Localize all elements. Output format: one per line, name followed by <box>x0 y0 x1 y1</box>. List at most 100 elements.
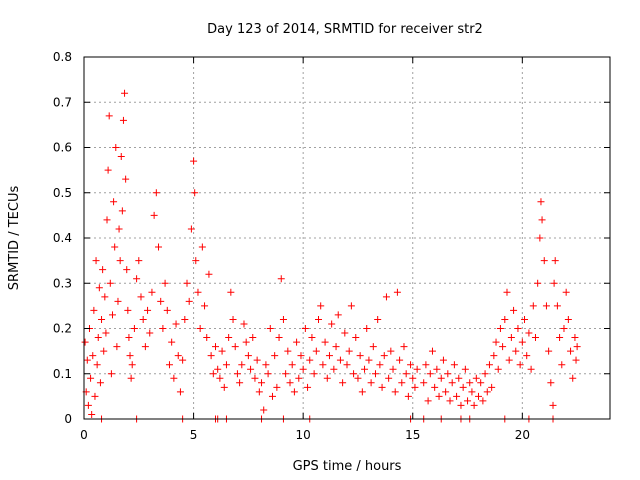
data-point <box>96 379 104 387</box>
data-point <box>466 379 474 387</box>
data-point <box>110 198 118 206</box>
data-point <box>194 288 202 296</box>
data-point <box>537 198 545 206</box>
data-point <box>84 401 92 409</box>
data-point <box>155 243 163 251</box>
data-point <box>172 320 180 328</box>
data-point <box>312 347 320 355</box>
data-point <box>319 361 327 369</box>
data-point <box>266 325 274 332</box>
y-tick-label: 0.5 <box>53 186 72 200</box>
data-point <box>455 374 463 382</box>
data-point <box>170 374 178 382</box>
data-point <box>116 257 124 265</box>
data-point <box>571 334 579 342</box>
data-point <box>106 279 114 287</box>
data-point <box>91 392 99 400</box>
data-point <box>350 370 358 378</box>
data-point <box>99 266 107 274</box>
data-point <box>207 352 215 360</box>
data-point <box>402 370 410 378</box>
data-point <box>428 347 436 355</box>
data-point <box>439 356 447 364</box>
data-point <box>112 144 120 151</box>
data-point <box>540 257 548 265</box>
data-point <box>536 234 544 242</box>
data-point <box>212 343 219 351</box>
data-point <box>420 379 428 387</box>
data-point <box>139 315 147 323</box>
data-point <box>187 225 195 233</box>
data-point <box>464 397 472 405</box>
data-point <box>562 288 570 296</box>
data-point <box>529 302 537 310</box>
data-point <box>573 343 581 351</box>
data-point <box>282 370 290 378</box>
data-point <box>525 329 533 337</box>
data-point <box>185 297 193 305</box>
data-point <box>229 315 237 323</box>
data-point <box>378 383 386 391</box>
data-point <box>192 257 200 265</box>
data-point <box>306 356 314 364</box>
data-point <box>549 401 557 409</box>
data-point <box>494 365 502 373</box>
data-point <box>492 338 500 346</box>
data-point <box>475 392 482 400</box>
data-point <box>196 325 204 332</box>
data-point <box>130 325 138 332</box>
data-point <box>216 374 224 382</box>
data-point <box>369 343 377 351</box>
data-point <box>92 257 100 265</box>
data-point <box>191 189 199 197</box>
data-point <box>516 361 524 369</box>
data-point <box>181 315 189 323</box>
data-point <box>518 338 526 346</box>
data-point <box>179 356 187 364</box>
data-point <box>88 410 96 418</box>
data-point <box>411 383 419 391</box>
data-point <box>330 365 338 373</box>
data-point <box>453 392 461 400</box>
data-point <box>387 347 395 355</box>
x-axis-label: GPS time / hours <box>293 459 402 474</box>
data-point <box>137 293 145 301</box>
data-point <box>354 374 362 382</box>
data-point <box>128 361 136 369</box>
data-point <box>551 257 559 265</box>
data-point <box>481 370 489 378</box>
x-tick-label: 10 <box>296 428 311 442</box>
data-point <box>203 334 211 342</box>
data-point <box>159 325 167 332</box>
data-point <box>361 365 369 373</box>
data-point <box>104 166 112 174</box>
data-point <box>81 338 89 346</box>
data-point <box>376 361 384 369</box>
y-tick-label: 0 <box>64 412 72 426</box>
data-point <box>222 361 230 369</box>
data-point <box>141 343 149 351</box>
data-point <box>114 297 122 305</box>
x-tick-label: 0 <box>80 428 88 442</box>
data-point <box>523 352 531 360</box>
data-point <box>461 365 469 373</box>
data-point <box>293 338 301 346</box>
data-point <box>262 361 270 369</box>
data-point <box>227 288 235 296</box>
y-tick-label: 0.4 <box>53 231 72 245</box>
data-point <box>165 361 173 369</box>
data-point <box>499 343 507 351</box>
data-point <box>358 388 366 396</box>
data-point <box>435 392 443 400</box>
data-point <box>125 334 133 342</box>
data-point <box>258 379 266 387</box>
data-point <box>365 356 373 364</box>
data-point <box>564 315 572 323</box>
data-point <box>556 334 564 342</box>
data-point <box>304 383 312 391</box>
data-point <box>253 356 261 364</box>
data-point <box>286 379 294 387</box>
data-point <box>268 392 276 400</box>
data-point <box>310 370 318 378</box>
data-point <box>260 406 268 414</box>
